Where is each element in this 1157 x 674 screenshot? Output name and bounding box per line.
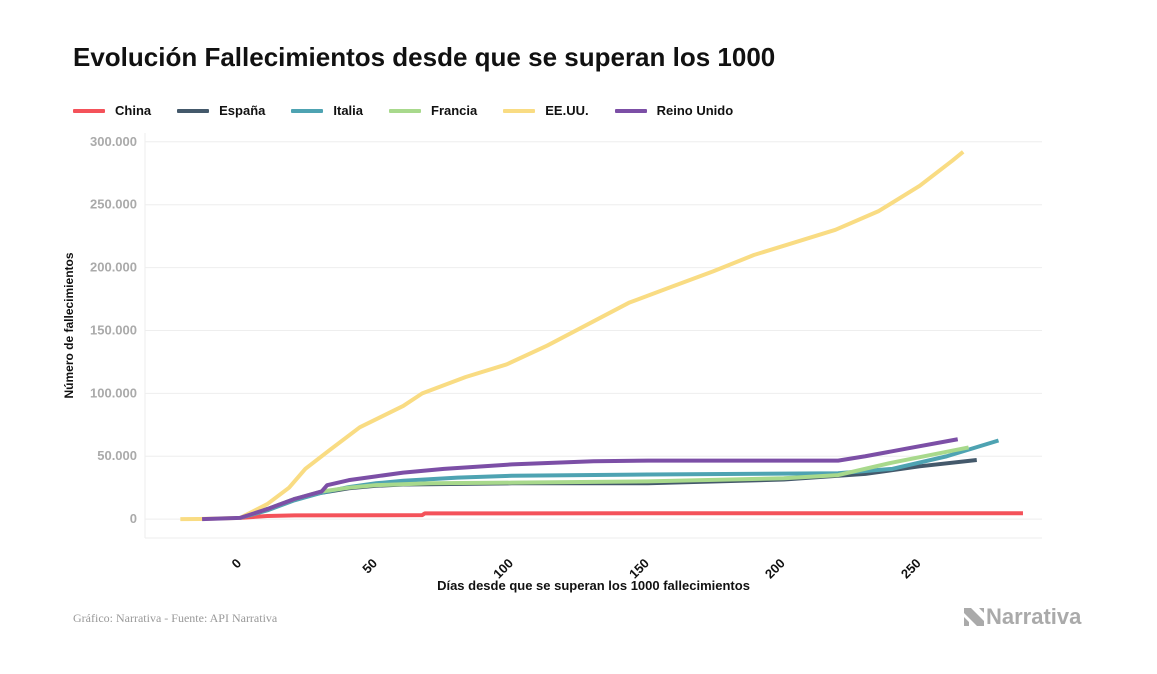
- legend-label: China: [115, 103, 152, 118]
- legend-label: Reino Unido: [656, 103, 734, 118]
- narrativa-logo-icon: [964, 608, 984, 626]
- y-tick-label: 200.000: [90, 260, 137, 275]
- chart-title: Evolución Fallecimientos desde que se su…: [73, 42, 776, 72]
- y-tick-label: 100.000: [90, 385, 137, 400]
- y-tick-label: 0: [130, 511, 137, 526]
- series-line-reino-unido: [202, 437, 959, 522]
- x-tick-label: 50: [359, 556, 380, 577]
- legend-label: EE.UU.: [545, 103, 589, 118]
- y-tick-label: 250.000: [90, 197, 137, 212]
- x-axis-label: Días desde que se superan los 1000 falle…: [437, 578, 750, 593]
- legend-swatch: [291, 108, 324, 113]
- legend-swatch: [503, 108, 536, 113]
- series-line-china: [239, 511, 1023, 520]
- legend-label: España: [219, 103, 266, 118]
- series-line-ee-uu-: [180, 150, 965, 522]
- legend-label: Italia: [333, 103, 363, 118]
- y-axis-label: Número de fallecimientos: [62, 252, 76, 398]
- narrativa-logo: Narrativa: [964, 604, 1081, 630]
- legend-item: China: [73, 103, 151, 118]
- y-tick-label: 50.000: [97, 448, 137, 463]
- source-note: Gráfico: Narrativa - Fuente: API Narrati…: [73, 611, 278, 625]
- x-tick-label: 0: [229, 556, 245, 572]
- x-tick-label: 200: [762, 556, 788, 582]
- legend-label: Francia: [431, 103, 478, 118]
- legend-swatch: [73, 108, 105, 113]
- legend-item: Francia: [389, 103, 477, 118]
- legend-item: Reino Unido: [614, 103, 734, 118]
- legend: China España Italia Francia EE.UU. Reino Unid…: [73, 103, 759, 118]
- legend-item: EE.UU.: [503, 103, 589, 118]
- legend-swatch: [614, 108, 647, 113]
- y-tick-label: 300.000: [90, 134, 137, 149]
- legend-item: Italia: [291, 103, 363, 118]
- x-tick-label: 250: [898, 556, 924, 582]
- legend-swatch: [389, 108, 421, 113]
- legend-swatch: [177, 108, 210, 113]
- legend-item: España: [177, 103, 265, 118]
- y-tick-label: 150.000: [90, 322, 137, 337]
